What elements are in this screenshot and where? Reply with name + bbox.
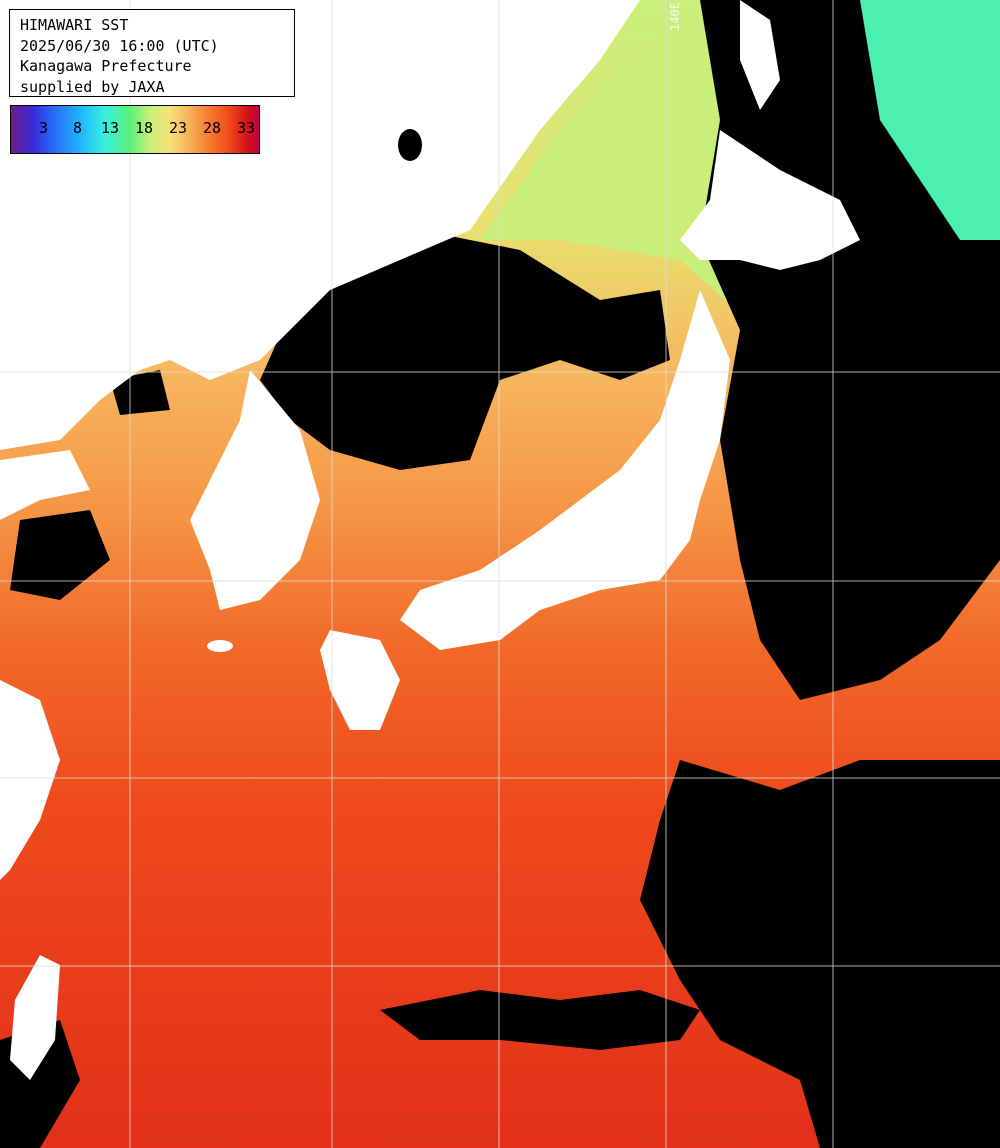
timestamp: 2025/06/30 16:00 (UTC) — [20, 36, 219, 55]
land-kyushu — [320, 630, 400, 730]
legend-tick: 23 — [169, 119, 188, 137]
latitude-label-40n: 40N — [18, 352, 40, 366]
land-shikoku — [420, 600, 500, 650]
cloud-band-south — [380, 990, 700, 1050]
legend-tick: 33 — [237, 119, 256, 137]
cloud-mask-north — [260, 230, 670, 470]
legend-color-bar — [11, 106, 259, 153]
legend-ticks: 3 8 13 18 23 28 33 — [11, 119, 259, 141]
title-box: HIMAWARI SST 2025/06/30 16:00 (UTC) Kana… — [9, 9, 295, 97]
longitude-label-140e: 140E — [668, 2, 682, 31]
land-jeju — [207, 640, 233, 652]
legend-tick: 3 — [39, 119, 49, 137]
land-china-coast — [0, 450, 90, 520]
legend-tick: 13 — [101, 119, 120, 137]
land-honshu — [400, 290, 730, 650]
prefecture: Kanagawa Prefecture — [20, 57, 192, 75]
legend-tick: 28 — [203, 119, 222, 137]
land-korean-peninsula — [190, 370, 320, 610]
land-china-east — [0, 680, 60, 880]
cloud-mask-east-pacific — [640, 760, 1000, 1148]
legend-tick: 18 — [135, 119, 154, 137]
legend-tick: 8 — [73, 119, 83, 137]
latitude-label-30n: 30N — [18, 760, 40, 774]
cloud-patch-west — [10, 510, 110, 600]
data-credit: supplied by JAXA — [20, 77, 165, 96]
product-title: HIMAWARI SST — [20, 16, 129, 34]
temperature-legend: 3 8 13 18 23 28 33 — [10, 105, 260, 154]
land-sakhalin — [740, 0, 780, 110]
cold-water-northeast — [860, 0, 1000, 250]
land-small-island — [398, 129, 422, 161]
land-taiwan — [10, 955, 60, 1080]
land-hokkaido — [680, 130, 860, 270]
